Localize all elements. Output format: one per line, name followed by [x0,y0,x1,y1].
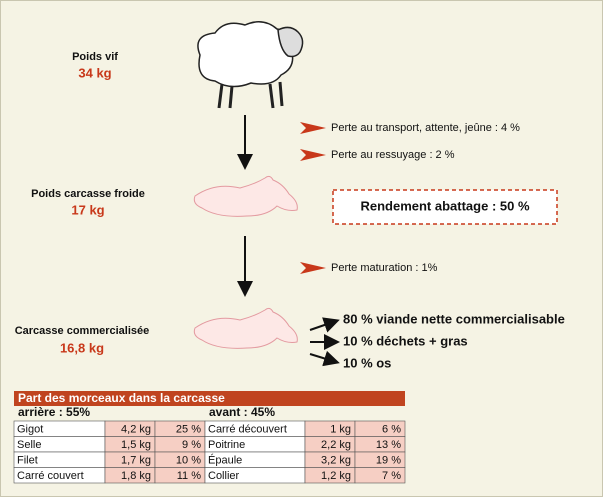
step-label: Carcasse commercialisée [15,325,150,337]
yield-label: Rendement abattage : 50 % [360,198,529,213]
table-cell-text: 9 % [182,439,201,451]
table-cell-text: 1 kg [330,424,351,436]
table-cell-text: 13 % [376,439,401,451]
table-cell-text: Épaule [208,454,242,467]
table-cell-text: Filet [17,455,38,467]
table-cell-text: Carré découvert [208,424,287,436]
table-cell-text: 25 % [176,424,201,436]
table-cell-text: 6 % [382,424,401,436]
breakdown-label: 10 % os [343,355,391,370]
step-value: 34 kg [78,65,111,80]
loss-label: Perte au ressuyage : 2 % [331,149,455,161]
table-cell-text: 7 % [382,470,401,482]
table-cell-text: 1,2 kg [321,470,351,482]
table-cell-text: Selle [17,439,41,451]
table-cell-text: 1,5 kg [121,439,151,451]
step-label: Poids carcasse froide [31,188,145,200]
group-heading: avant : 45% [209,405,275,419]
table-cell-text: 1,8 kg [121,470,151,482]
group-heading: arrière : 55% [18,405,90,419]
loss-label: Perte maturation : 1% [331,262,438,274]
step-value: 16,8 kg [60,340,104,355]
step-label: Poids vif [72,51,118,63]
table-cell-text: Gigot [17,424,43,436]
table-cell-text: 4,2 kg [121,424,151,436]
table-cell-text: Carré couvert [17,470,84,482]
step-value: 17 kg [71,202,104,217]
table-cell-text: 1,7 kg [121,455,151,467]
diagram: Poids vif 34 kg Poids carcasse froide 17… [0,0,603,497]
table-cell-text: 2,2 kg [321,439,351,451]
table-cell-text: 3,2 kg [321,455,351,467]
breakdown-label: 10 % déchets + gras [343,333,468,348]
table-cell-text: Poitrine [208,439,245,451]
table-cell-text: 19 % [376,455,401,467]
table-cell-text: Collier [208,470,240,482]
breakdown-label: 80 % viande nette commercialisable [343,311,565,326]
loss-label: Perte au transport, attente, jeûne : 4 % [331,122,520,134]
table-cell-text: 11 % [177,470,201,482]
table-title: Part des morceaux dans la carcasse [18,391,225,405]
table-cell-text: 10 % [176,455,201,467]
